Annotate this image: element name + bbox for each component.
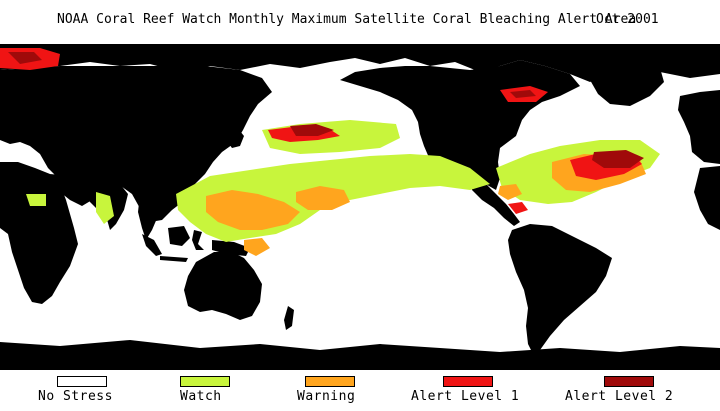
legend-label-alert-level-1: Alert Level 1	[411, 389, 520, 404]
alert2-zone-north-pacific	[290, 124, 334, 136]
legend-label-alert-level-2: Alert Level 2	[565, 389, 674, 404]
legend-swatch-no-stress	[57, 376, 107, 387]
se-asia-land	[138, 194, 158, 240]
west-africa-land	[694, 166, 720, 230]
map-title: NOAA Coral Reef Watch Monthly Maximum Sa…	[0, 12, 720, 32]
sumatra-land	[142, 234, 162, 256]
watch-zone-gulf	[26, 194, 46, 206]
legend-swatch-alert-level-2	[604, 376, 654, 387]
arabia-land	[50, 174, 92, 206]
south-america-land	[508, 224, 612, 356]
alert1-zone-caribbean	[508, 202, 528, 214]
legend-swatch-warning	[305, 376, 355, 387]
borneo-land	[168, 226, 190, 246]
java-land	[160, 256, 188, 262]
watch-zone-indian	[96, 192, 114, 224]
legend-label-warning: Warning	[297, 389, 356, 404]
legend-label-no-stress: No Stress	[38, 389, 113, 404]
title-date: Oct 2001	[596, 12, 659, 27]
alert2-zone-arctic-west	[8, 52, 42, 64]
warning-zone-central-pacific	[296, 186, 350, 210]
world-map	[0, 44, 720, 370]
australia-land	[184, 252, 262, 320]
antarctica-land	[0, 340, 720, 370]
africa-land	[0, 162, 78, 304]
alert2-zone-atlantic	[592, 150, 644, 168]
alert2-zone-northeast	[510, 90, 536, 98]
legend: No Stress Watch Warning Alert Level 1 Al…	[0, 374, 720, 411]
west-europe-land	[678, 90, 720, 164]
japan-land	[226, 126, 244, 148]
warning-zone-caribbean	[498, 184, 522, 200]
legend-label-watch: Watch	[180, 389, 222, 404]
legend-swatch-watch	[180, 376, 230, 387]
title-text: NOAA Coral Reef Watch Monthly Maximum Sa…	[57, 12, 637, 27]
legend-swatch-alert-level-1	[443, 376, 493, 387]
sulawesi-land	[192, 230, 204, 250]
greenland-land	[588, 62, 664, 106]
arctic-land	[0, 44, 720, 82]
warning-zone-coral-sea	[244, 238, 270, 256]
warning-zone-west-pacific	[206, 190, 300, 230]
new-zealand-land	[284, 306, 294, 330]
central-america-land	[470, 178, 520, 226]
